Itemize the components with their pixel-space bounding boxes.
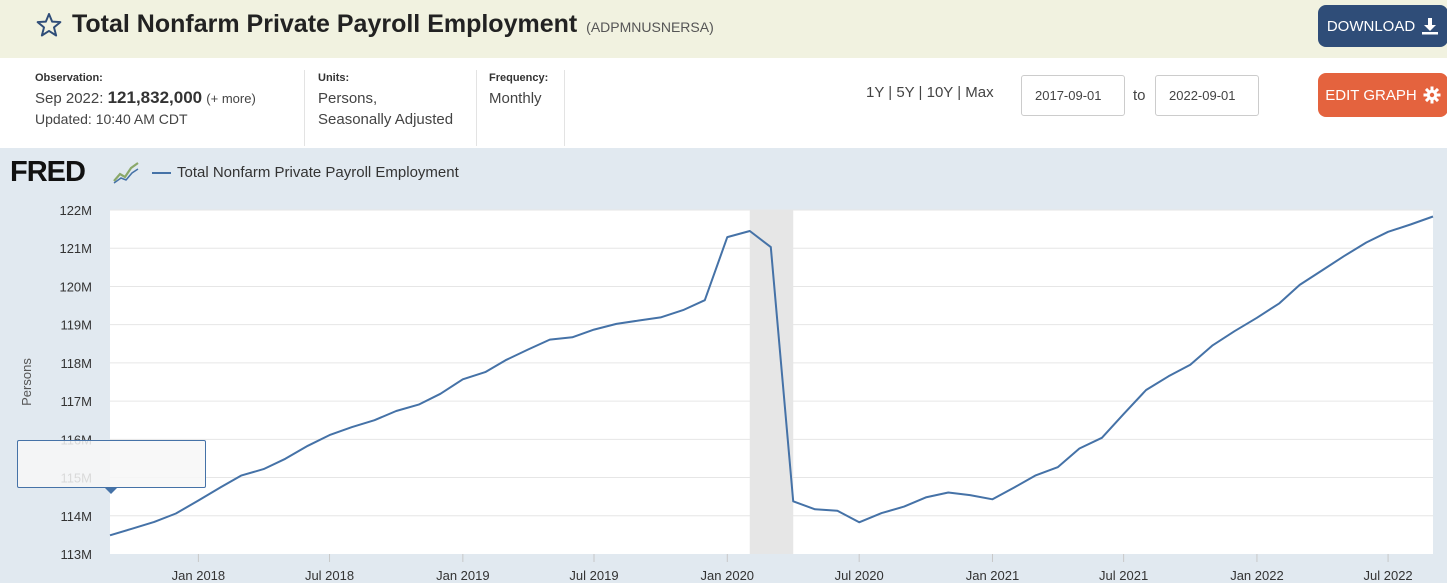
units-block: Units: Persons, Seasonally Adjusted	[318, 72, 453, 130]
range-separator: |	[953, 84, 966, 101]
series-line	[109, 215, 1434, 537]
title-bar	[0, 0, 1447, 58]
y-axis-label: Persons	[19, 358, 34, 406]
end-date-input[interactable]	[1155, 75, 1259, 116]
x-tick-label: Jan 2021	[966, 568, 1020, 583]
x-tick-label: Jul 2020	[835, 568, 884, 583]
x-tick-label: Jul 2022	[1364, 568, 1413, 583]
units-label: Units:	[318, 72, 350, 84]
star-icon[interactable]	[36, 12, 62, 38]
to-label: to	[1133, 87, 1146, 104]
range-separator: |	[914, 84, 927, 101]
y-tick-label: 120M	[59, 279, 92, 294]
download-icon	[1422, 18, 1439, 35]
y-tick-label: 117M	[60, 394, 92, 409]
observation-date: Sep 2022:	[35, 90, 104, 107]
units-line-2: Seasonally Adjusted	[318, 111, 454, 128]
download-button[interactable]: DOWNLOAD	[1318, 5, 1447, 47]
y-tick-label: 119M	[60, 318, 92, 333]
gear-icon	[1423, 86, 1441, 104]
y-tick-label: 113M	[60, 547, 92, 562]
series-title: Total Nonfarm Private Payroll Employment	[72, 10, 578, 38]
edit-graph-label: EDIT GRAPH	[1325, 86, 1417, 104]
x-tick-label: Jul 2021	[1099, 568, 1148, 583]
updated-text: Updated: 10:40 AM CDT	[35, 111, 188, 127]
observation-label: Observation:	[35, 72, 103, 84]
frequency-label: Frequency:	[489, 72, 549, 84]
observation-value-row: Sep 2022: 121,832,000 (+ more)	[35, 87, 256, 109]
range-selector: 1Y | 5Y | 10Y | Max	[866, 84, 994, 101]
download-label: DOWNLOAD	[1326, 17, 1416, 35]
page-title: Total Nonfarm Private Payroll Employment…	[72, 10, 714, 39]
x-tick-label: Jan 2019	[436, 568, 490, 583]
tooltip-arrow	[104, 487, 118, 494]
range-10y[interactable]: 10Y	[926, 84, 954, 101]
range-separator: |	[884, 84, 897, 101]
fred-logo: FRED	[10, 156, 86, 188]
range-max[interactable]: Max	[965, 84, 994, 101]
units-value: Persons, Seasonally Adjusted	[318, 88, 453, 130]
x-tick-label: Jul 2018	[305, 568, 354, 583]
y-tick-label: 118M	[60, 356, 92, 371]
fred-graph-icon	[112, 159, 140, 185]
x-tick-label: Jan 2018	[172, 568, 226, 583]
range-5y[interactable]: 5Y	[896, 84, 915, 101]
divider	[564, 70, 565, 146]
units-line-1: Persons,	[318, 90, 378, 107]
observation-value: 121,832,000	[107, 88, 203, 107]
divider	[304, 70, 305, 146]
start-date-input[interactable]	[1021, 75, 1125, 116]
x-tick-label: Jan 2020	[701, 568, 755, 583]
y-tick-label: 122M	[59, 203, 92, 218]
y-tick-label: 121M	[59, 241, 92, 256]
frequency-block: Frequency: Monthly	[489, 72, 548, 109]
recession-shading	[749, 210, 794, 554]
frequency-value: Monthly	[489, 90, 542, 107]
observation-block: Observation: Sep 2022: 121,832,000 (+ mo…	[35, 72, 256, 130]
divider	[476, 70, 477, 146]
legend-label: Total Nonfarm Private Payroll Employment	[177, 164, 459, 181]
tooltip-box	[17, 440, 206, 488]
edit-graph-button[interactable]: EDIT GRAPH	[1318, 73, 1447, 117]
y-tick-label: 114M	[60, 509, 92, 524]
series-id: (ADPMNUSNERSA)	[586, 19, 714, 35]
x-tick-label: Jan 2022	[1230, 568, 1284, 583]
legend-line-swatch	[152, 172, 171, 174]
more-link[interactable]: (+ more)	[206, 91, 256, 106]
range-1y[interactable]: 1Y	[866, 84, 885, 101]
x-tick-label: Jul 2019	[569, 568, 618, 583]
